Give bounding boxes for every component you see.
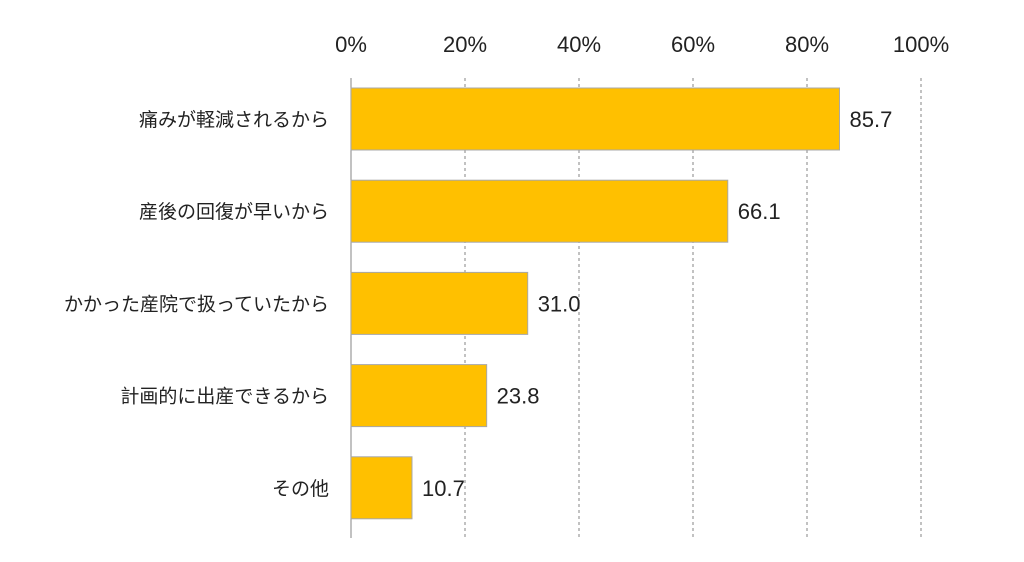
category-labels: 痛みが軽減されるから産後の回復が早いからかかった産院で扱っていたから計画的に出産… (64, 109, 329, 500)
data-label: 23.8 (497, 384, 540, 409)
category-label: 産後の回復が早いから (139, 201, 329, 223)
bar (350, 364, 488, 428)
bar (350, 87, 840, 151)
x-tick-label: 100% (893, 32, 949, 57)
x-tick-label: 80% (785, 32, 829, 57)
category-label: 計画的に出産できるから (120, 386, 329, 408)
data-label: 85.7 (849, 107, 892, 132)
data-label: 31.0 (538, 291, 581, 316)
bars (350, 87, 840, 520)
x-tick-label: 40% (557, 32, 601, 57)
x-tick-label: 20% (443, 32, 487, 57)
value-labels: 85.7 66.1 31.0 23.8 10.7 (422, 107, 892, 501)
bar (350, 271, 529, 335)
category-label: その他 (272, 478, 329, 500)
category-label: 痛みが軽減されるから (139, 109, 329, 131)
x-tick-label: 0% (335, 32, 367, 57)
data-label: 10.7 (422, 476, 465, 501)
data-label: 66.1 (738, 199, 781, 224)
category-label: かかった産院で扱っていたから (64, 293, 329, 315)
x-axis-ticks: 0% 20% 40% 60% 80% 100% (335, 32, 949, 57)
bar (350, 179, 729, 243)
bar (350, 456, 413, 520)
x-tick-label: 60% (671, 32, 715, 57)
